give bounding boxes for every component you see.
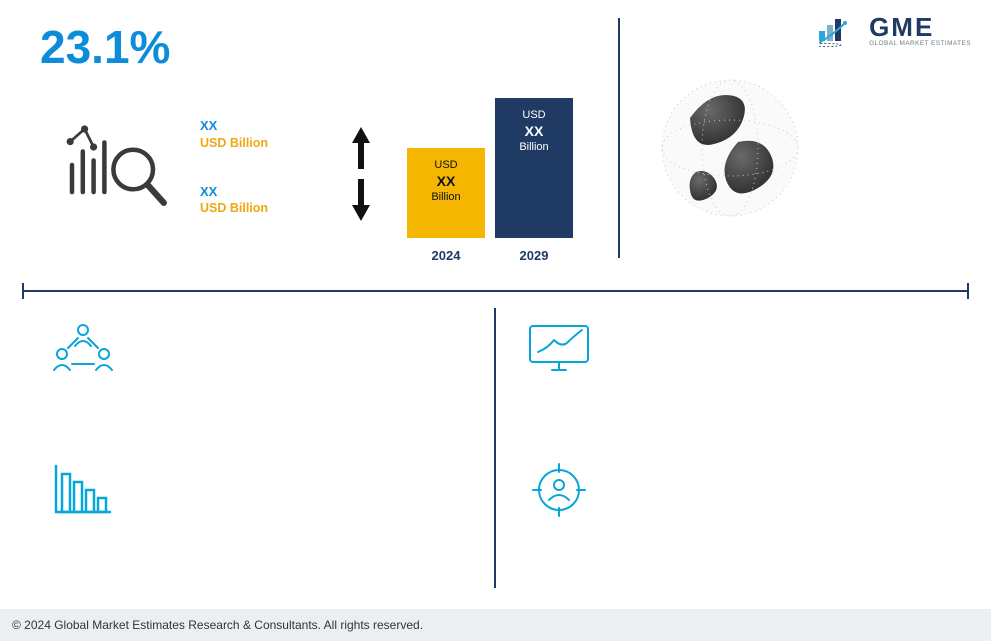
value-down-unit: USD Billion bbox=[200, 200, 268, 216]
value-up-xx: XX bbox=[200, 118, 268, 135]
declining-bar-icon bbox=[48, 460, 118, 520]
brand-logo: GME GLOBAL MARKET ESTIMATES bbox=[819, 12, 971, 47]
arrow-down-icon bbox=[352, 205, 370, 221]
top-vertical-divider bbox=[618, 18, 620, 258]
value-change-block: XX USD Billion XX USD Billion bbox=[200, 118, 370, 249]
value-up-row: XX USD Billion bbox=[200, 118, 370, 151]
bar-year-2029: 2029 bbox=[495, 248, 573, 263]
infographic-canvas: GME GLOBAL MARKET ESTIMATES 23.1% bbox=[0, 0, 991, 641]
bar-year-2024: 2024 bbox=[407, 248, 485, 263]
value-down-row: XX USD Billion bbox=[200, 179, 370, 221]
monitor-trend-icon bbox=[524, 320, 594, 380]
arrow-up-icon bbox=[352, 127, 370, 143]
target-person-icon bbox=[524, 460, 594, 520]
bottom-vertical-divider bbox=[494, 308, 496, 588]
copyright-text: © 2024 Global Market Estimates Research … bbox=[12, 618, 423, 632]
analytics-icon bbox=[62, 120, 172, 210]
bar-2024: USDXXBillion bbox=[407, 148, 485, 238]
globe-icon bbox=[650, 68, 810, 228]
value-up-unit: USD Billion bbox=[200, 135, 268, 151]
people-network-icon bbox=[48, 320, 118, 380]
market-size-barchart: USDXXBillionUSDXXBillion 2024 2029 bbox=[390, 98, 590, 278]
logo-letters: GME bbox=[869, 12, 934, 42]
horizontal-divider bbox=[22, 290, 969, 292]
cagr-value: 23.1% bbox=[40, 20, 170, 74]
copyright-footer: © 2024 Global Market Estimates Research … bbox=[0, 609, 991, 641]
logo-text: GME bbox=[869, 12, 971, 43]
value-down-xx: XX bbox=[200, 184, 268, 201]
bar-2029: USDXXBillion bbox=[495, 98, 573, 238]
logo-subtitle: GLOBAL MARKET ESTIMATES bbox=[869, 40, 971, 47]
logo-bars-icon bbox=[819, 13, 863, 47]
